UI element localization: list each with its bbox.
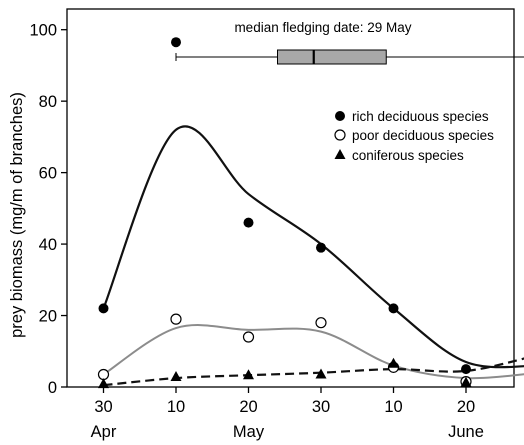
point-coniferous (315, 368, 327, 379)
x-tick-label: 20 (239, 398, 257, 416)
legend-label-rich: rich deciduous species (352, 109, 489, 124)
boxplot-label: median fledging date: 29 May (234, 20, 411, 35)
point-rich (98, 303, 109, 314)
data-points (97, 37, 472, 389)
legend: rich deciduous species poor deciduous sp… (334, 109, 494, 163)
x-tick-label: 20 (457, 398, 475, 416)
legend-marker-poor (334, 129, 346, 141)
trend-lines (102, 125, 524, 387)
point-coniferous (243, 369, 254, 380)
fledging-boxplot: median fledging date: 29 May (175, 20, 524, 65)
legend-label-coniferous: coniferous species (352, 148, 464, 163)
point-rich (171, 37, 181, 48)
point-coniferous (170, 370, 182, 381)
legend-marker-rich (335, 111, 345, 121)
y-tick-label: 80 (39, 93, 57, 111)
legend-marker-coniferous (334, 149, 346, 159)
x-month-label: May (233, 423, 265, 441)
point-poor (97, 368, 110, 381)
point-poor (315, 317, 327, 329)
x-tick-label: 30 (312, 398, 330, 416)
point-poor (170, 313, 182, 325)
y-tick-label: 40 (39, 236, 57, 254)
point-coniferous (460, 376, 472, 387)
point-poor (242, 331, 255, 343)
point-coniferous (388, 357, 399, 368)
x-month-label: Apr (91, 423, 117, 441)
boxplot-box (277, 49, 387, 65)
y-axis-title: prey biomass (mg/m of branches) (8, 92, 26, 338)
y-axis-ticks: 0 20 40 60 80 100 (29, 22, 67, 397)
y-tick-label: 20 (39, 308, 57, 326)
x-tick-label: 10 (167, 398, 185, 416)
y-tick-label: 100 (29, 22, 57, 40)
point-rich (243, 217, 254, 228)
legend-label-poor: poor deciduous species (352, 128, 494, 143)
x-tick-label: 30 (94, 398, 112, 416)
y-tick-label: 0 (48, 379, 57, 397)
point-rich (388, 303, 399, 314)
axes (66, 8, 515, 388)
point-rich (316, 242, 326, 253)
x-tick-label: 10 (384, 398, 402, 416)
y-tick-label: 60 (39, 165, 57, 183)
x-month-label: June (448, 423, 484, 441)
plot-frame (66, 8, 515, 388)
trend-line-rich (102, 125, 524, 369)
point-rich (461, 364, 471, 375)
point-coniferous (98, 378, 109, 389)
x-axis-ticks: 30102030102030AprMayJune (91, 387, 484, 441)
